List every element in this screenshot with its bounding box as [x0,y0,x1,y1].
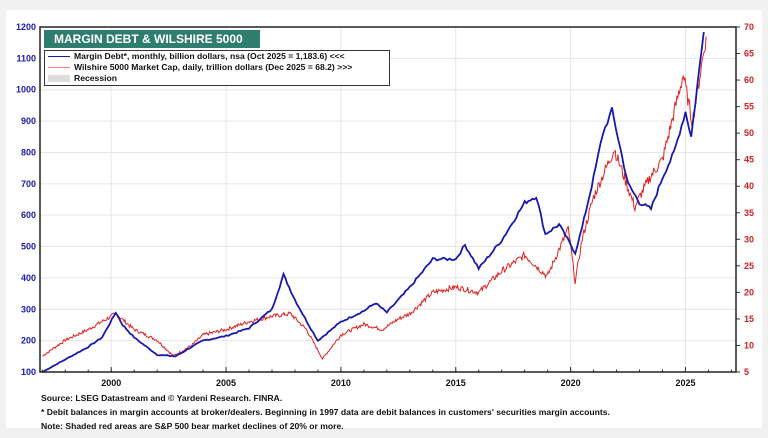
plot-border [39,26,737,373]
chart-title: MARGIN DEBT & WILSHIRE 5000 [44,30,260,48]
shading-note: Note: Shaded red areas are S&P 500 bear … [41,421,344,431]
footnote: * Debit balances in margin accounts at b… [41,407,610,417]
y-left-tick-label: 800 [21,147,36,157]
y-right-tick-label: 60 [744,75,754,85]
y-right-tick-label: 25 [744,261,754,271]
y-right-tick-label: 30 [744,234,754,244]
x-tick-label: 2000 [101,378,121,388]
legend-swatch-gray [48,75,70,83]
y-right-tick-label: 55 [744,102,754,112]
y-left-tick-label: 600 [21,210,36,220]
y-right-tick-label: 45 [744,155,754,165]
y-right-tick-label: 70 [744,22,754,32]
legend-item-wilshire: Wilshire 5000 Market Cap, daily, trillio… [45,62,389,73]
y-left-tick-label: 1100 [16,53,36,63]
y-right-tick-label: 65 [744,49,754,59]
y-left-tick-label: 1000 [16,85,36,95]
y-left-tick-label: 500 [21,242,36,252]
legend-swatch-red [48,66,70,69]
y-right-tick-label: 20 [744,287,754,297]
x-tick-label: 2015 [446,378,466,388]
legend-label: Recession [74,73,117,83]
y-right-tick-label: 40 [744,181,754,191]
y-right-tick-label: 15 [744,314,754,324]
legend-label: Wilshire 5000 Market Cap, daily, trillio… [74,62,353,72]
y-right-tick-label: 35 [744,208,754,218]
x-tick-label: 2010 [331,378,351,388]
y-left-tick-label: 300 [21,304,36,314]
source-note: Source: LSEG Datastream and © Yardeni Re… [41,393,283,403]
series-line-wilshire [42,36,707,361]
y-right-tick-label: 5 [744,367,749,377]
legend-swatch-blue [48,55,70,58]
y-right-tick-label: 50 [744,128,754,138]
y-left-tick-label: 100 [21,367,36,377]
y-left-tick-label: 700 [21,179,36,189]
y-left-tick-label: 900 [21,116,36,126]
legend-item-recession: Recession [45,73,389,84]
y-left-tick-label: 200 [21,336,36,346]
y-left-tick-label: 1200 [16,22,36,32]
y-right-tick-label: 10 [744,340,754,350]
y-left-tick-label: 400 [21,273,36,283]
series-line-margin-debt [41,31,705,373]
legend-label: Margin Debt*, monthly, billion dollars, … [74,51,345,61]
legend-item-margin-debt: Margin Debt*, monthly, billion dollars, … [45,51,389,62]
x-tick-label: 2005 [216,378,236,388]
x-tick-label: 2025 [675,378,695,388]
legend: Margin Debt*, monthly, billion dollars, … [44,50,390,86]
x-tick-label: 2020 [561,378,581,388]
